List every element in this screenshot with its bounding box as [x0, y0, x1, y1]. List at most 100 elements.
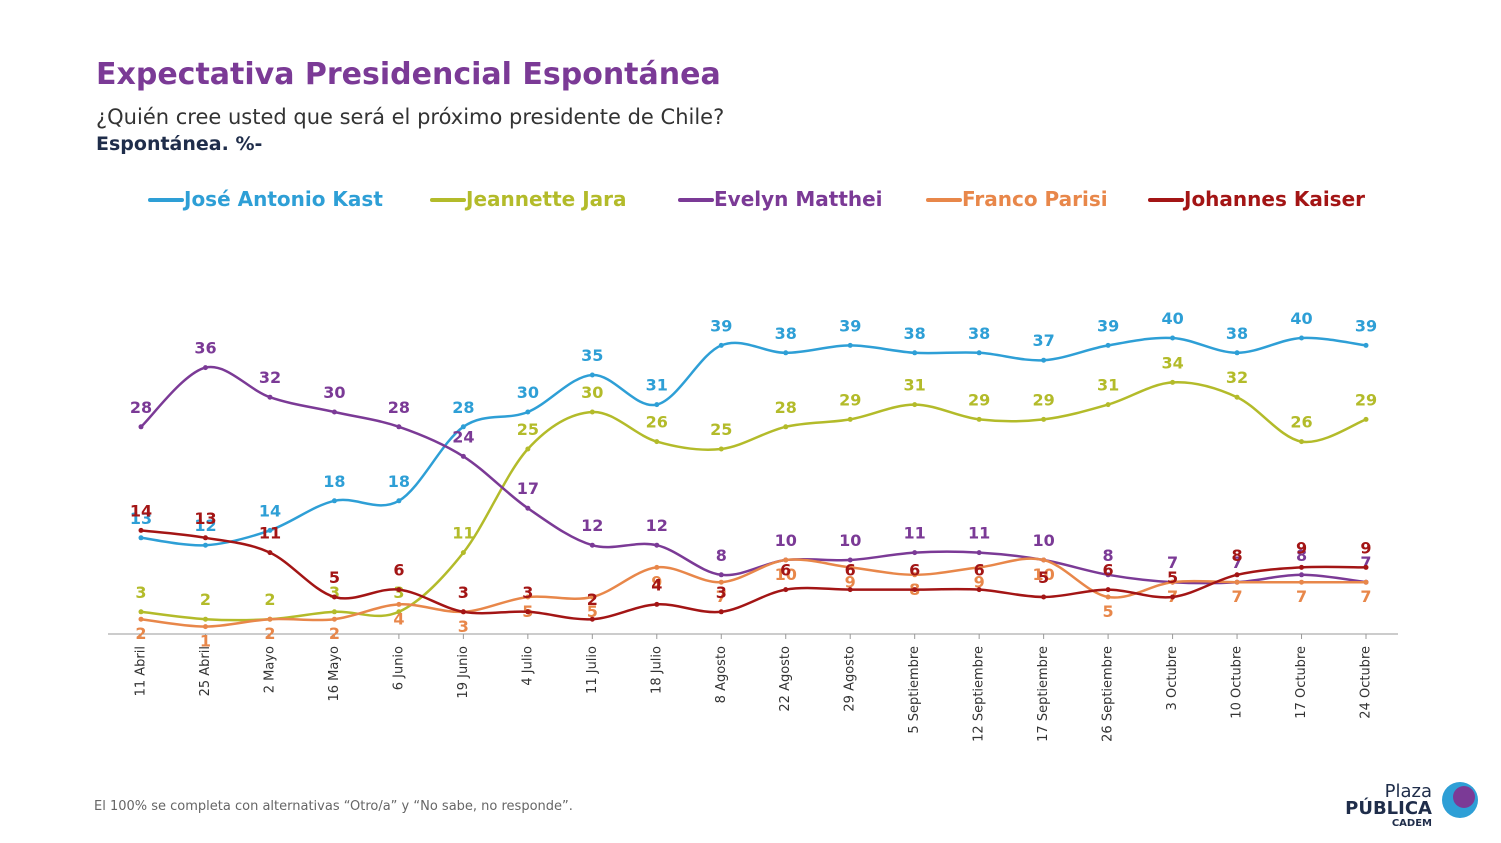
data-label: 40	[1161, 309, 1183, 328]
x-tick-label: 24 Octubre	[1359, 646, 1374, 719]
series-line	[140, 381, 1367, 622]
legend-label: Franco Parisi	[962, 187, 1108, 211]
data-label: 2	[264, 590, 275, 609]
data-point	[718, 342, 724, 348]
series-line	[140, 336, 1367, 547]
data-label: 30	[581, 383, 603, 402]
x-tick-label: 3 Octubre	[1165, 646, 1180, 710]
data-label: 9	[1360, 538, 1371, 557]
data-label: 14	[259, 501, 281, 520]
data-point	[589, 372, 595, 378]
data-label: 10	[1032, 531, 1054, 550]
data-label: 30	[517, 383, 539, 402]
data-point	[1299, 579, 1305, 585]
data-label: 7	[1167, 553, 1178, 572]
data-point	[331, 609, 337, 615]
chart-title: Expectativa Presidencial Espontánea	[96, 57, 721, 92]
data-label: 26	[646, 413, 668, 432]
data-label: 24	[452, 427, 474, 446]
x-tick-label: 16 Mayo	[327, 646, 342, 702]
data-point	[267, 550, 273, 556]
data-point	[718, 572, 724, 578]
data-label: 37	[1032, 331, 1054, 350]
data-label: 35	[581, 346, 603, 365]
data-point	[396, 587, 402, 593]
data-point	[1170, 379, 1176, 385]
data-label: 28	[452, 398, 474, 417]
data-label: 39	[839, 316, 861, 335]
chart-subtitle: Espontánea. %-	[96, 133, 262, 155]
data-label: 31	[646, 376, 668, 395]
data-point	[1234, 572, 1240, 578]
data-label: 7	[1296, 587, 1307, 606]
x-tick-label: 25 Abril	[198, 646, 213, 696]
data-label: 7	[1231, 587, 1242, 606]
data-point	[202, 624, 208, 630]
data-point	[331, 616, 337, 622]
data-label: 30	[323, 383, 345, 402]
data-label: 7	[1231, 553, 1242, 572]
data-point	[976, 587, 982, 593]
data-point	[1299, 572, 1305, 578]
data-point	[1234, 350, 1240, 356]
legend-label: Johannes Kaiser	[1182, 187, 1365, 211]
data-label: 31	[904, 376, 926, 395]
data-point	[654, 564, 660, 570]
data-label: 6	[780, 561, 791, 580]
data-point	[847, 564, 853, 570]
x-tick-label: 29 Agosto	[843, 646, 858, 712]
x-tick-label: 22 Agosto	[778, 646, 793, 712]
data-label: 2	[587, 590, 598, 609]
data-label: 2	[329, 624, 340, 643]
series-line	[140, 557, 1366, 628]
data-point	[847, 587, 853, 593]
data-point	[1363, 416, 1369, 422]
data-label: 32	[1226, 368, 1248, 387]
data-label: 3	[135, 583, 146, 602]
data-point	[460, 453, 466, 459]
data-label: 3	[329, 583, 340, 602]
data-point	[460, 550, 466, 556]
footnote: El 100% se completa con alternativas “Ot…	[94, 799, 573, 814]
data-label: 13	[130, 509, 152, 528]
data-label: 13	[194, 509, 216, 528]
x-tick-label: 4 Julio	[520, 646, 535, 686]
data-label: 38	[1226, 324, 1248, 343]
data-label: 6	[974, 561, 985, 580]
data-label: 8	[1296, 546, 1307, 565]
data-point	[267, 616, 273, 622]
data-label: 18	[388, 472, 410, 491]
legend-label: Evelyn Matthei	[714, 187, 883, 211]
data-point	[202, 616, 208, 622]
data-label: 7	[1360, 587, 1371, 606]
data-label: 10	[839, 531, 861, 550]
data-label: 2	[200, 590, 211, 609]
series-line	[140, 529, 1367, 621]
data-point	[976, 350, 982, 356]
data-label: 9	[651, 572, 662, 591]
x-tick-label: 5 Septiembre	[907, 646, 922, 734]
data-point	[1170, 579, 1176, 585]
logo-icon	[1453, 786, 1475, 808]
data-point	[847, 416, 853, 422]
data-point	[718, 446, 724, 452]
data-point	[783, 557, 789, 563]
data-point	[1170, 335, 1176, 341]
data-label: 38	[968, 324, 990, 343]
data-point	[396, 609, 402, 615]
data-point	[783, 424, 789, 430]
data-point	[976, 550, 982, 556]
data-label: 7	[1360, 553, 1371, 572]
data-label: 5	[1038, 568, 1049, 587]
data-label: 14	[130, 501, 152, 520]
data-label: 29	[1032, 390, 1054, 409]
data-label: 10	[775, 531, 797, 550]
data-label: 3	[393, 583, 404, 602]
legend-label: José Antonio Kast	[182, 187, 383, 211]
data-label: 28	[775, 398, 797, 417]
x-tick-label: 12 Septiembre	[972, 646, 987, 742]
data-label: 8	[1103, 546, 1114, 565]
data-label: 9	[845, 572, 856, 591]
data-point	[1299, 564, 1305, 570]
